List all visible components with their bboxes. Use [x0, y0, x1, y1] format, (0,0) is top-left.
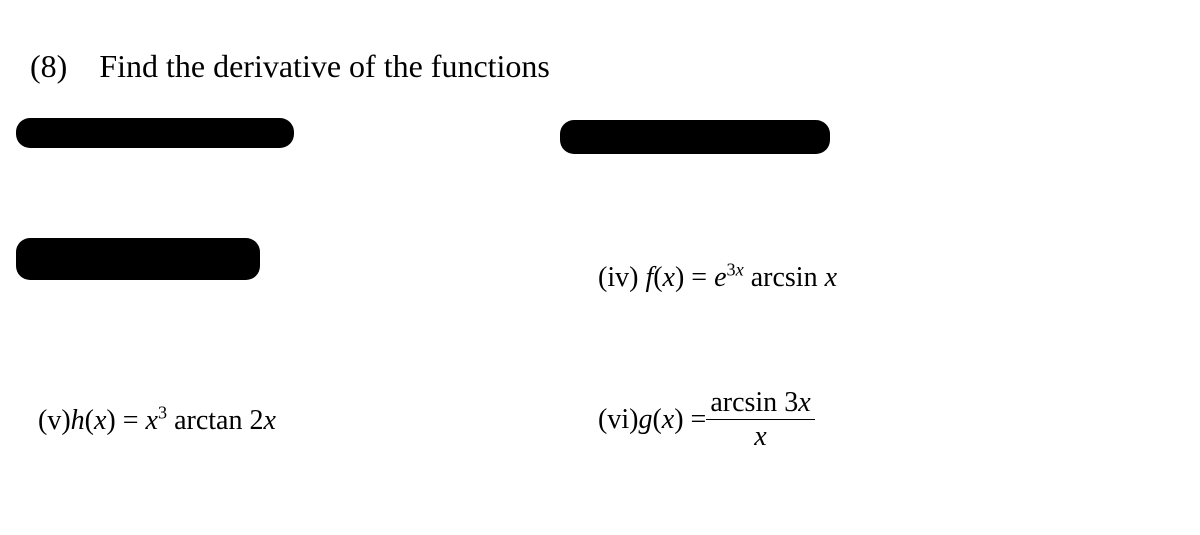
- equation-v-x2: x: [263, 405, 275, 436]
- equation-vi-fn: g: [638, 404, 652, 436]
- equation-v-open: (: [85, 405, 94, 436]
- equation-v-label: (v): [38, 405, 71, 436]
- equation-vi-x1: x: [662, 404, 674, 436]
- equation-v-fn: h: [71, 405, 85, 436]
- equation-v-close-eq: ) =: [106, 405, 145, 436]
- equation-iv-x2: x: [825, 262, 837, 293]
- equation-vi-denominator: x: [706, 419, 814, 451]
- equation-vi-open: (: [652, 404, 661, 436]
- equation-vi: (vi)g(x) = arcsin 3x x: [598, 388, 815, 452]
- equation-vi-numerator: arcsin 3x: [706, 388, 814, 419]
- equation-v-two: 2: [249, 405, 263, 436]
- equation-iv-open: (: [653, 262, 662, 293]
- equation-iv: (iv) f(x) = e3x arcsin x: [598, 262, 837, 294]
- equation-iv-exp: 3x: [727, 260, 744, 280]
- equation-vi-close-eq: ) =: [674, 404, 706, 436]
- equation-v-arctan: arctan: [167, 405, 249, 436]
- equation-iv-arcsin: arcsin: [744, 262, 825, 293]
- equation-iv-close-eq: ) =: [675, 262, 714, 293]
- equation-vi-fraction: arcsin 3x x: [706, 388, 814, 452]
- equation-iv-e: e: [714, 262, 726, 293]
- equation-v: (v)h(x) = x3 arctan 2x: [38, 405, 276, 437]
- equation-iv-label: (iv): [598, 262, 638, 293]
- equation-vi-label: (vi): [598, 404, 638, 436]
- redaction-bar-3: [16, 238, 260, 280]
- page: (8) Find the derivative of the functions…: [0, 0, 1200, 535]
- redaction-bar-1: [16, 118, 294, 148]
- redaction-bar-2: [560, 120, 830, 154]
- equation-v-xbase: x: [146, 405, 158, 436]
- problem-title: (8) Find the derivative of the functions: [30, 48, 550, 85]
- equation-iv-x1: x: [663, 262, 675, 293]
- equation-v-exp: 3: [158, 403, 167, 423]
- equation-v-x1: x: [94, 405, 106, 436]
